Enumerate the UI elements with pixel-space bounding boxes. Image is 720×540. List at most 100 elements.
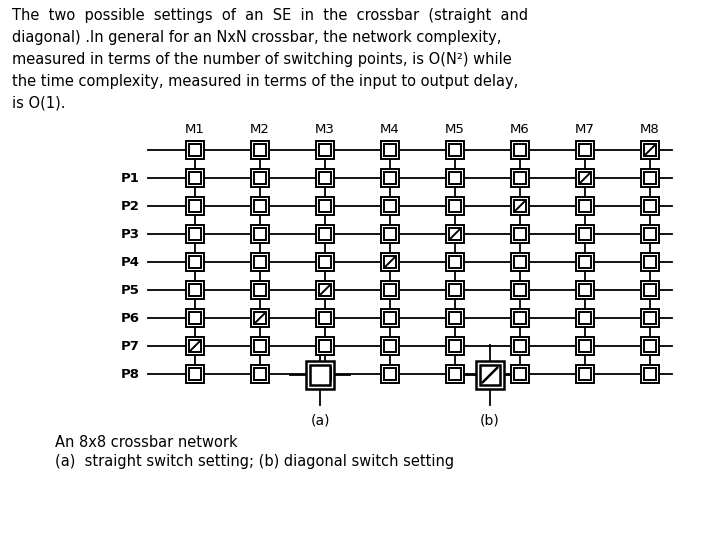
Text: M4: M4	[380, 123, 400, 136]
Text: P6: P6	[121, 312, 140, 325]
Bar	[251, 309, 269, 327]
Bar	[644, 200, 656, 212]
Bar	[446, 197, 464, 215]
Bar	[449, 172, 461, 184]
Bar	[316, 309, 334, 327]
Bar	[579, 312, 591, 324]
Bar	[641, 337, 659, 355]
Bar	[254, 368, 266, 380]
Text: P4: P4	[121, 255, 140, 268]
Bar	[319, 340, 331, 352]
Bar	[189, 340, 201, 352]
Bar	[449, 200, 461, 212]
Bar	[319, 284, 331, 296]
Bar	[641, 309, 659, 327]
Bar	[644, 228, 656, 240]
Bar	[644, 368, 656, 380]
Text: the time complexity, measured in terms of the input to output delay,: the time complexity, measured in terms o…	[12, 74, 518, 89]
Bar	[381, 365, 399, 383]
Bar	[579, 256, 591, 268]
Bar	[446, 337, 464, 355]
Bar	[319, 256, 331, 268]
Bar	[381, 169, 399, 187]
Bar	[316, 169, 334, 187]
Bar	[254, 312, 266, 324]
Bar	[576, 309, 594, 327]
Bar	[189, 284, 201, 296]
Bar	[381, 309, 399, 327]
Bar	[511, 365, 529, 383]
Bar	[514, 312, 526, 324]
Bar	[449, 144, 461, 156]
Bar	[381, 141, 399, 159]
Text: M1: M1	[185, 123, 205, 136]
Bar	[579, 200, 591, 212]
Bar	[641, 225, 659, 243]
Bar	[381, 225, 399, 243]
Bar	[480, 366, 500, 384]
Bar	[305, 361, 334, 389]
Bar	[254, 144, 266, 156]
Bar	[511, 281, 529, 299]
Bar	[186, 197, 204, 215]
Bar	[254, 228, 266, 240]
Text: P1: P1	[121, 172, 140, 185]
Text: diagonal) .In general for an NxN crossbar, the network complexity,: diagonal) .In general for an NxN crossba…	[12, 30, 501, 45]
Bar	[576, 169, 594, 187]
Bar	[189, 368, 201, 380]
Bar	[514, 144, 526, 156]
Bar	[641, 253, 659, 271]
Bar	[576, 197, 594, 215]
Text: M3: M3	[315, 123, 335, 136]
Text: P7: P7	[121, 340, 140, 353]
Text: M7: M7	[575, 123, 595, 136]
Bar	[476, 361, 505, 389]
Bar	[449, 228, 461, 240]
Bar	[384, 284, 396, 296]
Bar	[316, 225, 334, 243]
Text: The  two  possible  settings  of  an  SE  in  the  crossbar  (straight  and: The two possible settings of an SE in th…	[12, 8, 528, 23]
Bar	[254, 200, 266, 212]
Bar	[254, 284, 266, 296]
Bar	[316, 197, 334, 215]
Bar	[449, 312, 461, 324]
Bar	[446, 225, 464, 243]
Bar	[319, 312, 331, 324]
Bar	[579, 284, 591, 296]
Bar	[316, 337, 334, 355]
Bar	[319, 172, 331, 184]
Bar	[251, 197, 269, 215]
Bar	[254, 340, 266, 352]
Text: measured in terms of the number of switching points, is O(N²) while: measured in terms of the number of switc…	[12, 52, 512, 67]
Bar	[189, 256, 201, 268]
Bar	[254, 256, 266, 268]
Bar	[186, 337, 204, 355]
Bar	[251, 337, 269, 355]
Bar	[189, 228, 201, 240]
Bar	[644, 284, 656, 296]
Bar	[579, 340, 591, 352]
Bar	[316, 281, 334, 299]
Bar	[514, 200, 526, 212]
Bar	[449, 368, 461, 380]
Bar	[576, 337, 594, 355]
Bar	[579, 368, 591, 380]
Bar	[251, 365, 269, 383]
Bar	[186, 225, 204, 243]
Bar	[384, 340, 396, 352]
Bar	[319, 200, 331, 212]
Bar	[254, 172, 266, 184]
Bar	[579, 228, 591, 240]
Bar	[511, 141, 529, 159]
Bar	[384, 228, 396, 240]
Bar	[186, 309, 204, 327]
Bar	[576, 225, 594, 243]
Bar	[511, 309, 529, 327]
Bar	[189, 312, 201, 324]
Bar	[511, 337, 529, 355]
Bar	[251, 225, 269, 243]
Bar	[316, 253, 334, 271]
Bar	[446, 253, 464, 271]
Bar	[446, 365, 464, 383]
Bar	[381, 197, 399, 215]
